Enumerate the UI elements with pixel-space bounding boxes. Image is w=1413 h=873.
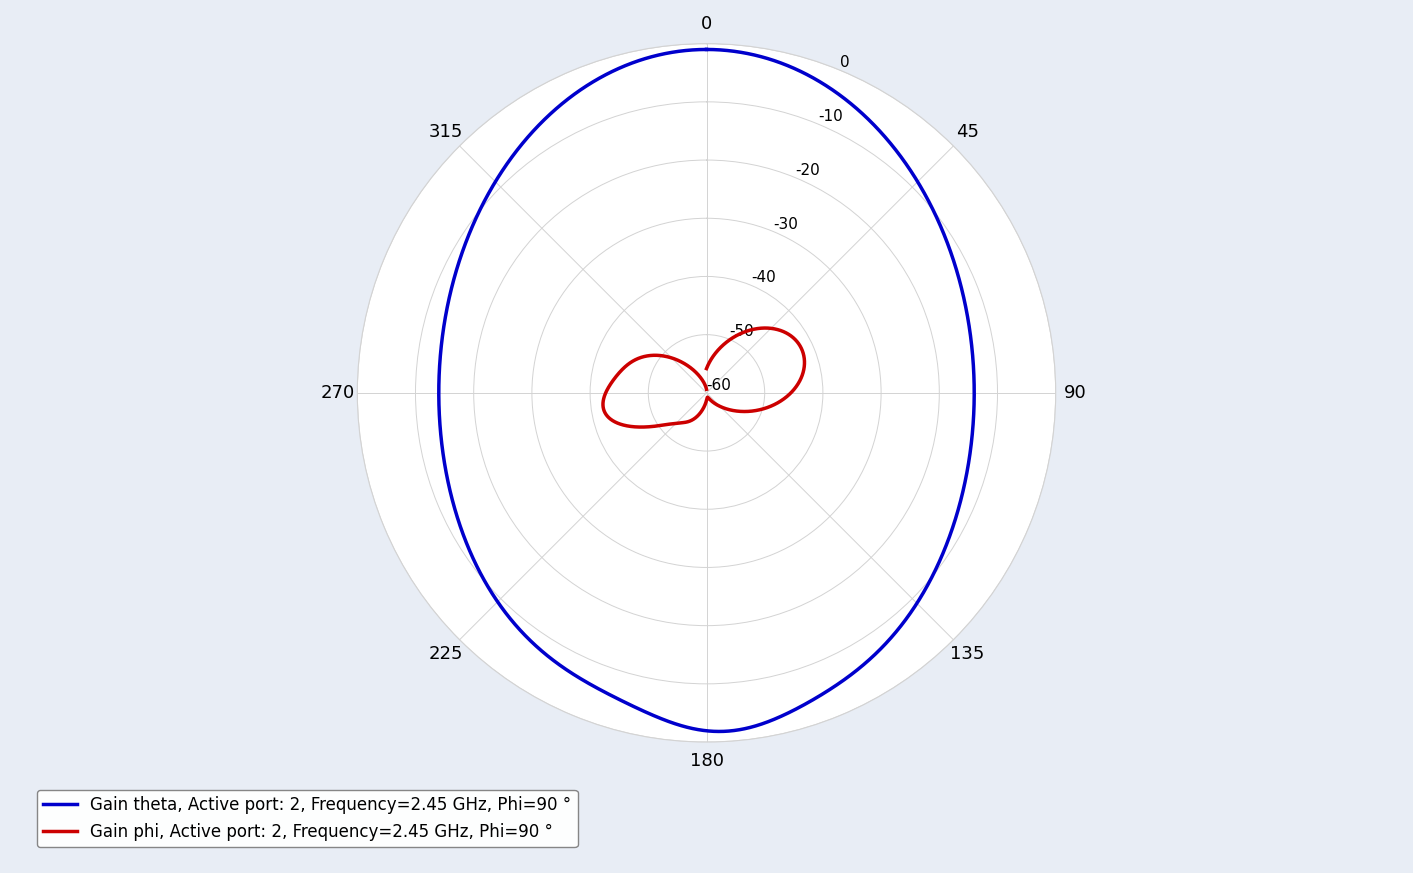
Legend: Gain theta, Active port: 2, Frequency=2.45 GHz, Phi=90 °, Gain phi, Active port:: Gain theta, Active port: 2, Frequency=2.… <box>37 789 578 847</box>
